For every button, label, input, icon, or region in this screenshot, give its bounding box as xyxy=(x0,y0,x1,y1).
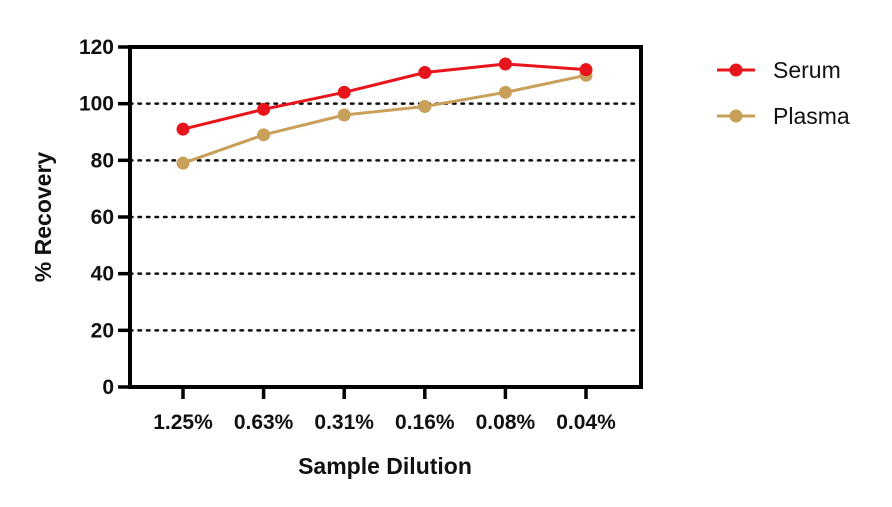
y-tick-label: 60 xyxy=(91,206,114,229)
y-tick-label: 0 xyxy=(102,376,114,399)
serum-point xyxy=(418,66,432,79)
series-serum xyxy=(176,57,593,136)
legend-label: Serum xyxy=(773,57,841,83)
x-tick-label: 0.08% xyxy=(476,411,536,434)
y-axis-title: % Recovery xyxy=(30,152,56,283)
y-axis: 0 20 40 60 80 100 120 xyxy=(79,36,130,399)
x-tick-label: 0.63% xyxy=(234,411,294,434)
legend: Serum Plasma xyxy=(717,57,850,129)
series-layer xyxy=(176,57,593,170)
serum-point xyxy=(337,85,351,99)
x-axis-title: Sample Dilution xyxy=(298,453,472,479)
y-tick-label: 120 xyxy=(79,36,114,59)
x-tick-label: 1.25% xyxy=(153,411,213,434)
x-axis: 1.25% 0.63% 0.31% 0.16% 0.08% 0.04% xyxy=(153,387,616,434)
serum-line xyxy=(182,62,587,131)
x-tick-label: 0.16% xyxy=(395,411,455,434)
plasma-point xyxy=(337,108,351,122)
serum-point xyxy=(498,57,512,71)
legend-item-serum: Serum xyxy=(717,57,841,83)
y-tick-label: 80 xyxy=(91,149,114,172)
y-tick-label: 40 xyxy=(91,263,114,286)
plasma-point xyxy=(176,156,190,170)
plasma-point xyxy=(257,128,271,142)
legend-label: Plasma xyxy=(773,103,850,129)
grid-lines xyxy=(128,102,643,332)
legend-swatch-marker xyxy=(729,63,743,77)
serum-point xyxy=(579,63,593,77)
series-plasma xyxy=(176,68,593,170)
x-tick-label: 0.04% xyxy=(556,411,616,434)
plasma-line xyxy=(182,73,587,165)
x-tick-label: 0.31% xyxy=(314,411,374,434)
serum-point xyxy=(257,102,271,116)
plasma-point xyxy=(498,85,512,99)
legend-item-plasma: Plasma xyxy=(717,103,850,129)
y-tick-label: 100 xyxy=(79,93,114,116)
serum-point xyxy=(176,122,190,136)
y-tick-label: 20 xyxy=(91,319,114,342)
legend-swatch-marker xyxy=(729,109,743,123)
plasma-point xyxy=(418,100,432,113)
